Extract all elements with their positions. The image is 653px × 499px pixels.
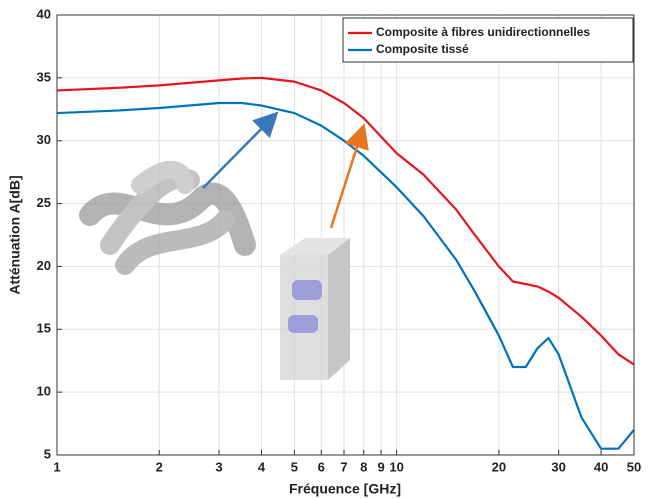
x-tick-label: 20 <box>492 459 506 474</box>
x-tick-label: 30 <box>551 459 565 474</box>
x-tick-label: 9 <box>377 459 384 474</box>
x-tick-label: 50 <box>627 459 641 474</box>
arrow <box>202 111 279 189</box>
legend-label: Composite tissé <box>376 42 469 56</box>
y-tick-label: 40 <box>37 6 51 21</box>
x-tick-label: 6 <box>318 459 325 474</box>
plot-area <box>57 15 634 455</box>
legend-label: Composite à fibres unidirectionnelles <box>376 25 590 39</box>
y-tick-label: 20 <box>37 258 51 273</box>
lines <box>56 76 635 450</box>
y-tick-label: 35 <box>37 69 51 84</box>
x-tick-label: 2 <box>156 459 163 474</box>
series-line <box>56 76 635 366</box>
illustration-unidirectional <box>280 238 350 380</box>
x-tick-label: 3 <box>215 459 222 474</box>
y-tick-label: 15 <box>37 321 51 336</box>
x-tick-label: 8 <box>360 459 367 474</box>
x-tick-label: 40 <box>594 459 608 474</box>
y-tick-label: 30 <box>37 132 51 147</box>
x-tick-label: 1 <box>53 459 60 474</box>
y-tick-label: 5 <box>44 446 51 461</box>
series-line <box>56 101 635 450</box>
x-axis-label: Fréquence [GHz] <box>289 481 401 497</box>
y-tick-label: 10 <box>37 384 51 399</box>
illustration-woven <box>79 160 256 275</box>
legend: Composite à fibres unidirectionnelles Com… <box>342 17 634 63</box>
x-tick-label: 7 <box>340 459 347 474</box>
x-tick-label: 10 <box>389 459 403 474</box>
x-tick-label: 5 <box>291 459 298 474</box>
plot-frame <box>56 14 635 456</box>
y-axis-label: Atténuation A[dB] <box>7 175 23 294</box>
x-tick-label: 4 <box>258 459 266 474</box>
arrow <box>329 123 369 229</box>
y-tick-label: 25 <box>37 195 51 210</box>
